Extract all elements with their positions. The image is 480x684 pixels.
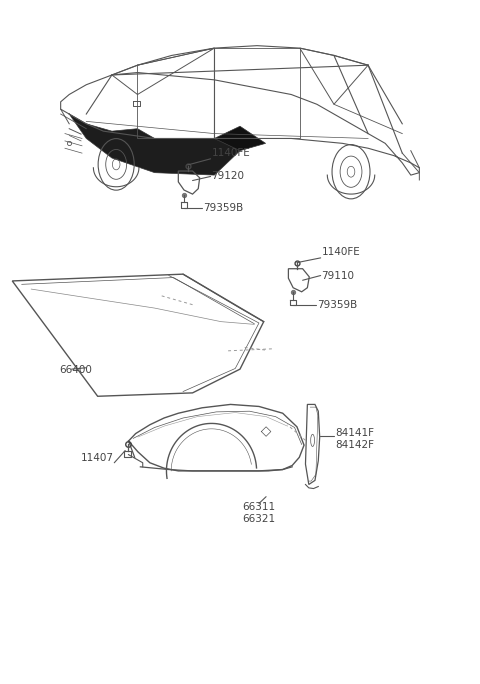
Text: 84142F: 84142F	[335, 440, 374, 450]
Text: 79359B: 79359B	[317, 300, 357, 311]
Text: 66400: 66400	[60, 365, 93, 375]
Text: 84141F: 84141F	[335, 428, 374, 438]
Polygon shape	[69, 114, 240, 175]
Text: 66311: 66311	[242, 501, 276, 512]
Text: 79120: 79120	[212, 172, 244, 181]
Text: 1140FE: 1140FE	[322, 248, 360, 257]
Text: 79110: 79110	[322, 270, 355, 280]
Text: 11407: 11407	[81, 453, 114, 463]
Polygon shape	[215, 127, 265, 150]
Text: 1140FE: 1140FE	[212, 148, 250, 159]
Text: 79359B: 79359B	[203, 202, 243, 213]
Text: 66321: 66321	[242, 514, 276, 524]
